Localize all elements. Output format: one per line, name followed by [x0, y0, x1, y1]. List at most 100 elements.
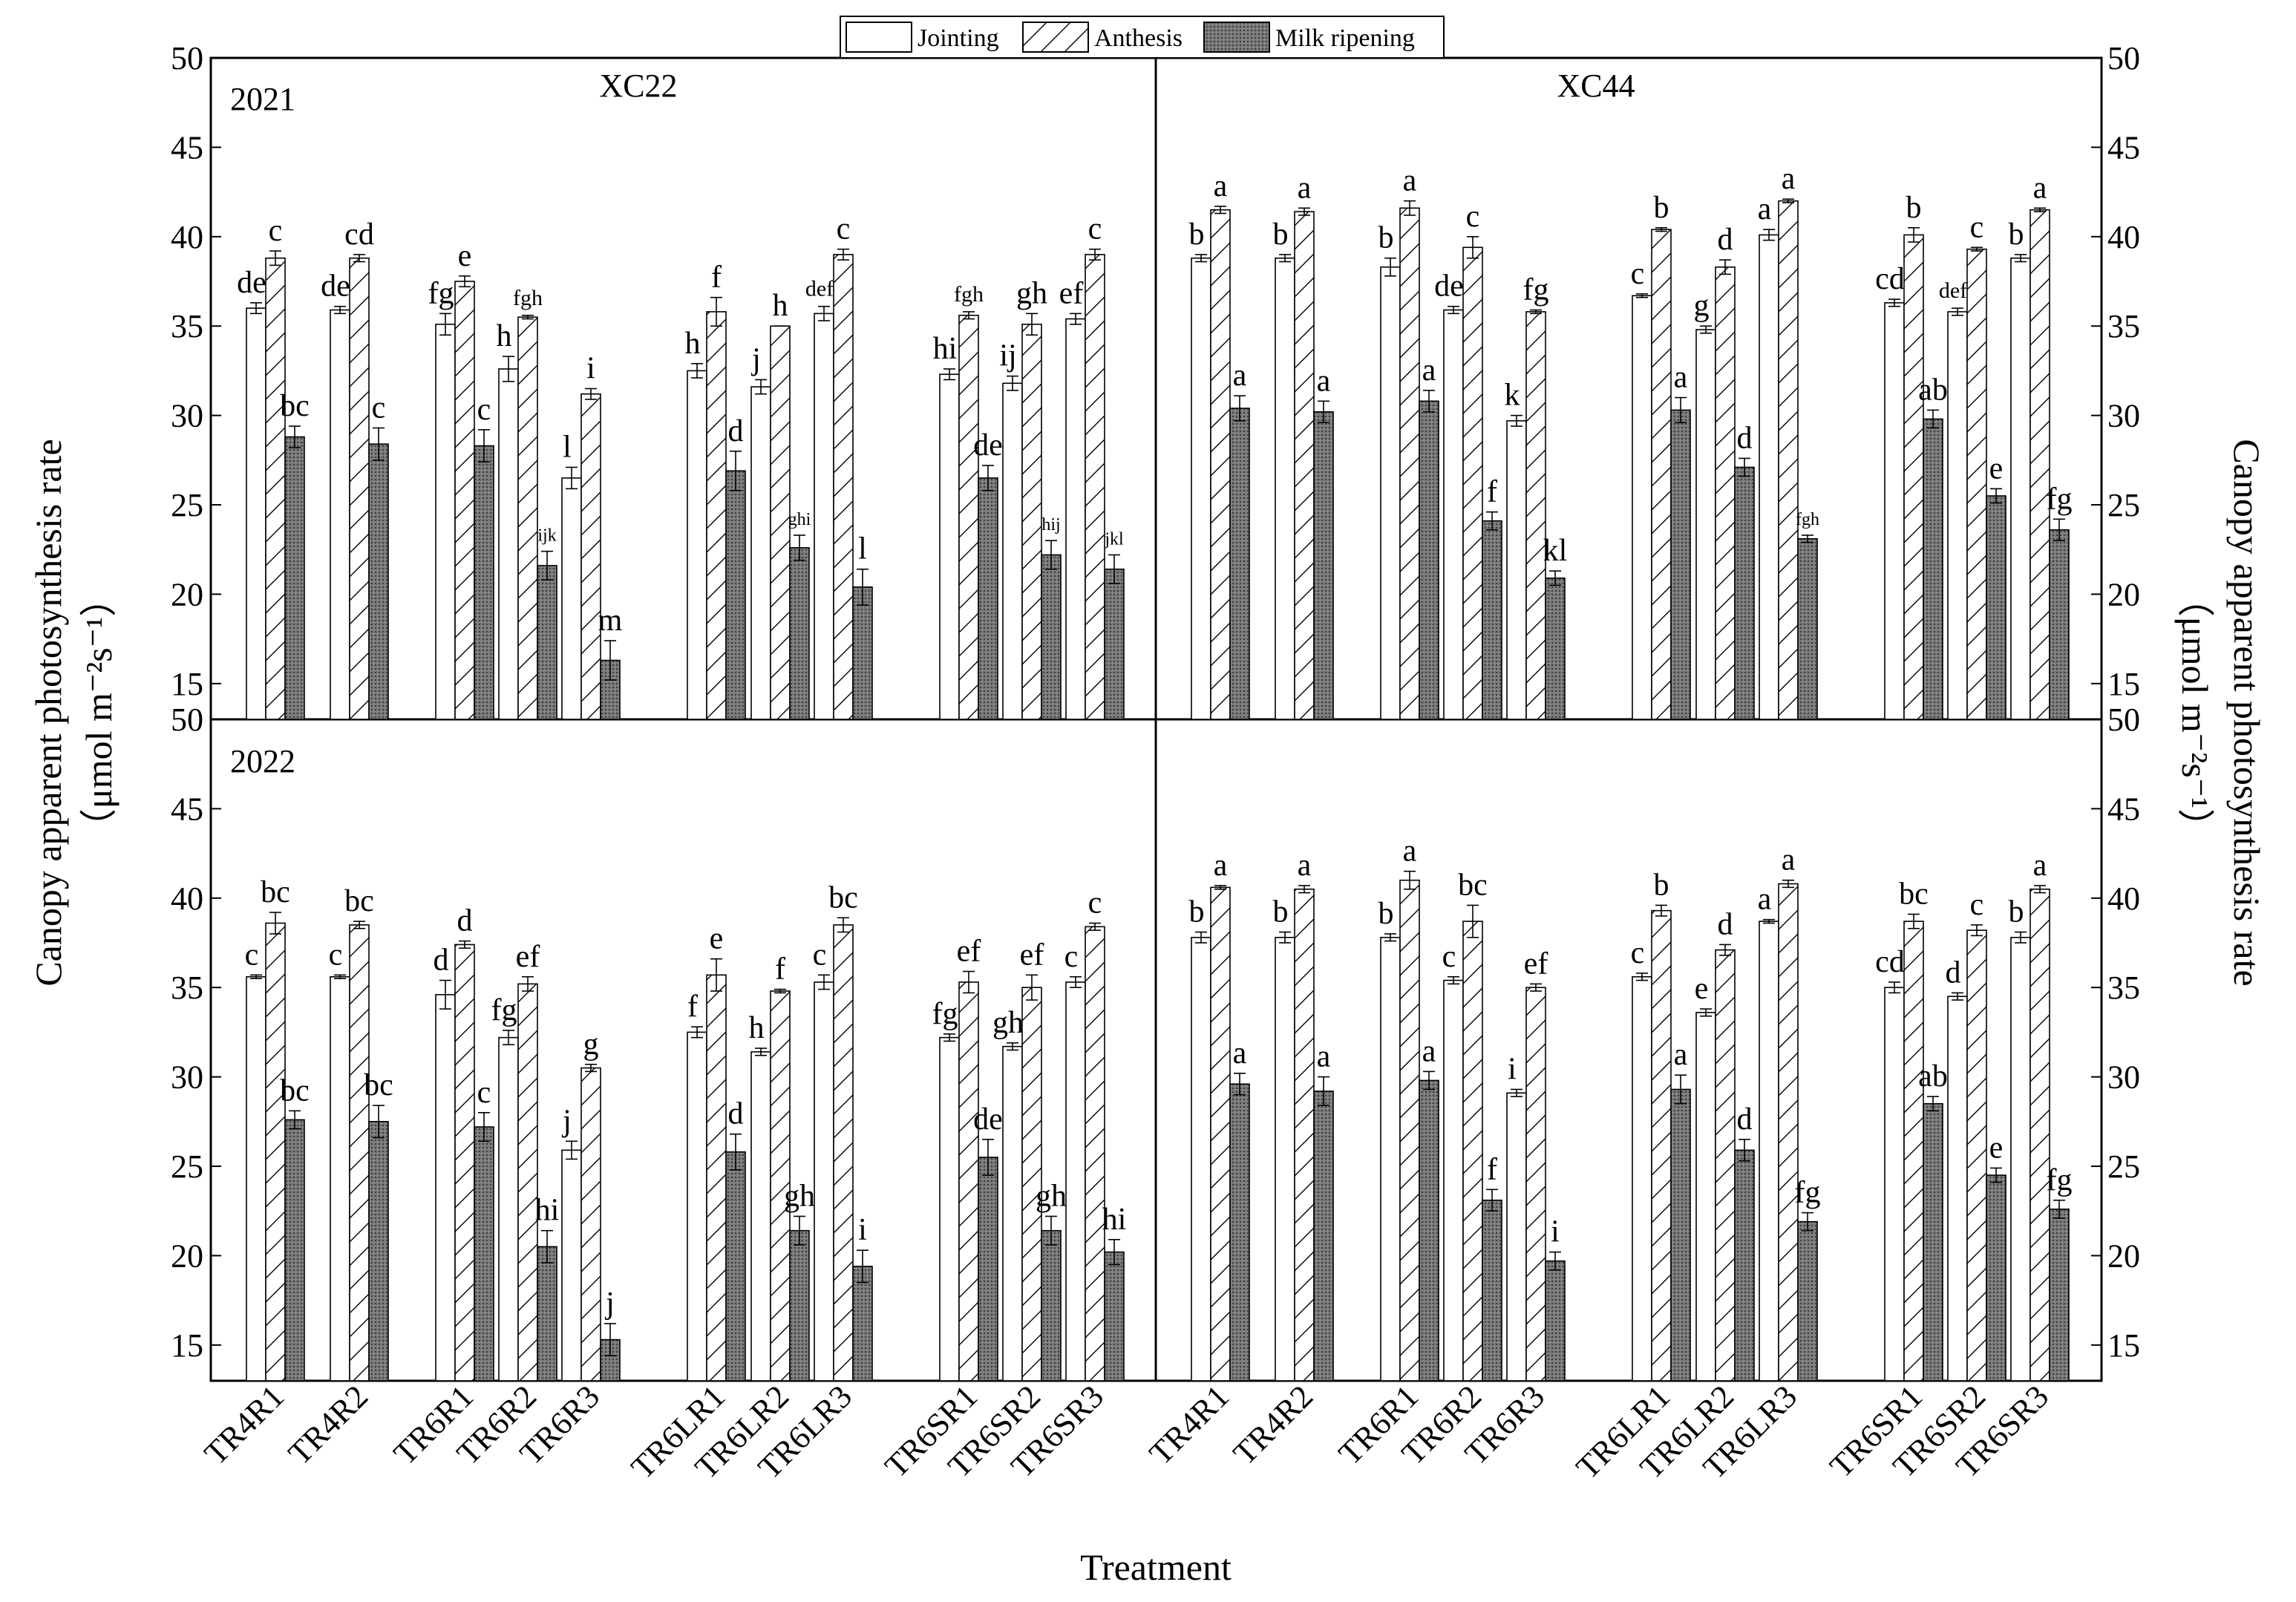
- bar-jointing: [1632, 295, 1652, 720]
- sig-letter: a: [1298, 171, 1312, 205]
- sig-letter: j: [750, 342, 761, 376]
- sig-letter: gh: [992, 1006, 1024, 1040]
- sig-letter: hi: [535, 1194, 560, 1228]
- legend-swatch-anthesis: [1022, 22, 1089, 53]
- sig-letter: ef: [1020, 938, 1044, 972]
- sig-letter: e: [458, 239, 472, 273]
- sig-letter: a: [1758, 192, 1772, 226]
- bar-anthesis: [1399, 879, 1420, 1382]
- sig-letter: fg: [2047, 482, 2073, 516]
- bar-anthesis: [1021, 324, 1042, 720]
- bar-milk-ripening: [284, 1119, 305, 1382]
- sig-letter: def: [1939, 278, 1967, 303]
- bar-anthesis: [454, 281, 475, 720]
- sig-letter: l: [858, 532, 867, 566]
- sig-letter: g: [1694, 289, 1710, 323]
- sig-letter: f: [711, 261, 722, 295]
- sig-letter: a: [2033, 171, 2047, 205]
- bar-milk-ripening: [978, 477, 998, 720]
- sig-letter: a: [1782, 843, 1796, 877]
- sig-letter: e: [1989, 451, 2004, 485]
- sig-letter: a: [1422, 1034, 1436, 1068]
- sig-letter: b: [1906, 191, 1922, 225]
- bar-anthesis: [1525, 987, 1546, 1382]
- bar-anthesis: [1903, 921, 1924, 1382]
- sig-letter: c: [1631, 257, 1645, 291]
- bar-anthesis: [265, 257, 286, 720]
- y-tick-label-left: 45: [171, 791, 203, 827]
- sig-letter: kl: [1543, 534, 1568, 568]
- sig-letter: b: [2009, 218, 2024, 252]
- sig-letter: ij: [999, 339, 1016, 373]
- bar-jointing: [750, 1051, 771, 1382]
- sig-letter: a: [1674, 1038, 1688, 1072]
- bar-milk-ripening: [1734, 1149, 1755, 1382]
- sig-letter: def: [805, 277, 834, 301]
- sig-letter: h: [685, 327, 701, 361]
- bar-anthesis: [1715, 949, 1736, 1382]
- bar-jointing: [1947, 311, 1968, 720]
- variety-label-xc22: XC22: [599, 68, 677, 104]
- sig-letter: hij: [1041, 515, 1060, 534]
- bar-milk-ripening: [1041, 554, 1062, 720]
- sig-letter: bc: [261, 875, 290, 909]
- sig-letter: l: [563, 430, 572, 464]
- bar-milk-ripening: [1041, 1229, 1062, 1382]
- sig-letter: ab: [1918, 373, 1948, 407]
- sig-letter: c: [813, 938, 827, 972]
- bar-milk-ripening: [1419, 1079, 1439, 1382]
- sig-letter: i: [858, 1213, 867, 1247]
- bar-anthesis: [1778, 883, 1799, 1382]
- sig-letter: c: [1970, 888, 1984, 922]
- bar-jointing: [1191, 257, 1211, 720]
- bar-jointing: [246, 975, 266, 1382]
- bar-milk-ripening: [852, 1266, 873, 1382]
- bar-milk-ripening: [474, 1126, 494, 1382]
- bar-anthesis: [1651, 909, 1672, 1382]
- bar-jointing: [750, 386, 771, 720]
- bar-anthesis: [833, 254, 854, 720]
- sig-letter: j: [561, 1104, 572, 1138]
- sig-letter: ef: [957, 935, 981, 969]
- sig-letter: c: [245, 938, 259, 972]
- bar-milk-ripening: [1545, 1260, 1566, 1382]
- y-tick-label-right: 20: [2107, 576, 2140, 612]
- bar-milk-ripening: [368, 443, 389, 720]
- sig-letter: h: [497, 319, 512, 353]
- legend-swatch-jointing: [846, 22, 912, 53]
- sig-letter: fg: [2047, 1163, 2073, 1197]
- y-tick-label-right: 40: [2107, 219, 2140, 255]
- legend: Jointing Anthesis Milk ripening: [840, 16, 1445, 59]
- bar-anthesis: [1085, 254, 1105, 720]
- sig-letter: ef: [516, 940, 540, 974]
- sig-letter: a: [1782, 162, 1796, 196]
- bar-milk-ripening: [2049, 1209, 2070, 1382]
- bars-layer: decbcdecdcfgechfghijklimhfdjhghidefclhif…: [237, 162, 2073, 1382]
- bar-jointing: [814, 313, 834, 720]
- bar-jointing: [246, 307, 266, 720]
- bar-anthesis: [1462, 246, 1483, 720]
- year-label-2022: 2022: [230, 743, 295, 779]
- bar-milk-ripening: [537, 1246, 557, 1382]
- sig-letter: b: [1654, 191, 1669, 225]
- bar-milk-ripening: [1986, 495, 2006, 720]
- y-axis-unit-right: （μmol m⁻²s⁻¹）: [2174, 580, 2216, 846]
- y-axis-title-right: Canopy apparent photosynthesis rate: [2226, 439, 2268, 986]
- bar-milk-ripening: [789, 547, 810, 720]
- bar-jointing: [1759, 234, 1779, 720]
- bar-jointing: [1759, 921, 1779, 1382]
- sig-letter: fg: [1795, 1176, 1821, 1210]
- bar-anthesis: [706, 974, 727, 1382]
- bar-jointing: [687, 370, 707, 720]
- sig-letter: a: [1233, 1036, 1247, 1070]
- legend-label-anthesis: Anthesis: [1094, 24, 1183, 52]
- sig-letter: bc: [828, 880, 858, 915]
- y-tick-label-right: 20: [2107, 1238, 2140, 1274]
- sig-letter: f: [1487, 475, 1497, 509]
- sig-letter: ghi: [788, 510, 811, 529]
- sig-letter: de: [237, 266, 266, 300]
- sig-letter: gh: [1016, 276, 1047, 310]
- bar-anthesis: [454, 944, 475, 1382]
- sig-letter: d: [1718, 907, 1733, 941]
- bar-milk-ripening: [1419, 400, 1439, 720]
